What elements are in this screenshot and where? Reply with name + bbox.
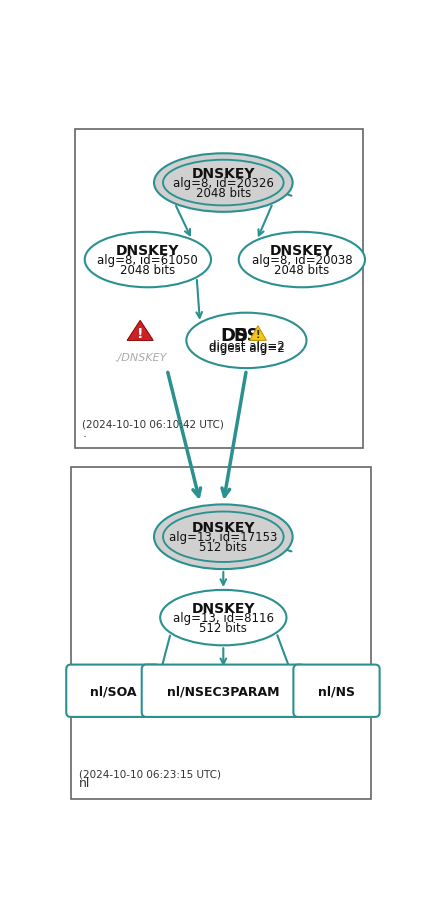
FancyBboxPatch shape xyxy=(141,664,304,717)
Polygon shape xyxy=(249,326,266,341)
Text: (2024-10-10 06:23:15 UTC): (2024-10-10 06:23:15 UTC) xyxy=(79,768,220,778)
Text: 512 bits: 512 bits xyxy=(199,540,247,553)
Text: DNSKEY: DNSKEY xyxy=(270,244,333,257)
Text: 2048 bits: 2048 bits xyxy=(195,187,250,199)
Text: alg=8, id=61050: alg=8, id=61050 xyxy=(97,254,198,267)
Text: nl/NSEC3PARAM: nl/NSEC3PARAM xyxy=(167,685,279,698)
Text: nl/NS: nl/NS xyxy=(317,685,354,698)
Bar xyxy=(71,468,370,799)
Text: alg=8, id=20038: alg=8, id=20038 xyxy=(251,254,352,267)
Text: !: ! xyxy=(137,327,143,341)
Text: nl: nl xyxy=(79,777,90,789)
FancyBboxPatch shape xyxy=(293,664,379,717)
Text: nl/SOA: nl/SOA xyxy=(90,685,136,698)
Text: DS: DS xyxy=(220,326,247,345)
Text: 512 bits: 512 bits xyxy=(199,621,247,634)
Ellipse shape xyxy=(238,233,364,288)
Ellipse shape xyxy=(154,505,292,570)
Text: DNSKEY: DNSKEY xyxy=(191,166,254,180)
Text: DS: DS xyxy=(233,327,259,345)
Text: alg=8, id=20326: alg=8, id=20326 xyxy=(172,176,273,190)
Text: digest alg=2: digest alg=2 xyxy=(208,339,284,353)
Text: DNSKEY: DNSKEY xyxy=(116,244,179,257)
Ellipse shape xyxy=(160,590,286,646)
Text: !: ! xyxy=(255,330,260,340)
Text: 2048 bits: 2048 bits xyxy=(273,264,329,277)
Ellipse shape xyxy=(186,313,306,369)
Text: alg=13, id=8116: alg=13, id=8116 xyxy=(172,611,273,624)
Ellipse shape xyxy=(154,154,292,212)
Text: 2048 bits: 2048 bits xyxy=(120,264,175,277)
Ellipse shape xyxy=(85,233,210,288)
Polygon shape xyxy=(127,321,153,341)
Text: ./DNSKEY: ./DNSKEY xyxy=(114,352,166,362)
FancyBboxPatch shape xyxy=(66,664,160,717)
Text: digest alg=2: digest alg=2 xyxy=(208,342,284,355)
Text: DNSKEY: DNSKEY xyxy=(191,601,254,615)
Text: alg=13, id=17153: alg=13, id=17153 xyxy=(169,530,277,544)
Text: (2024-10-10 06:10:42 UTC): (2024-10-10 06:10:42 UTC) xyxy=(82,419,224,428)
Text: .: . xyxy=(82,426,86,439)
Bar xyxy=(75,130,363,448)
Text: DNSKEY: DNSKEY xyxy=(191,520,254,534)
